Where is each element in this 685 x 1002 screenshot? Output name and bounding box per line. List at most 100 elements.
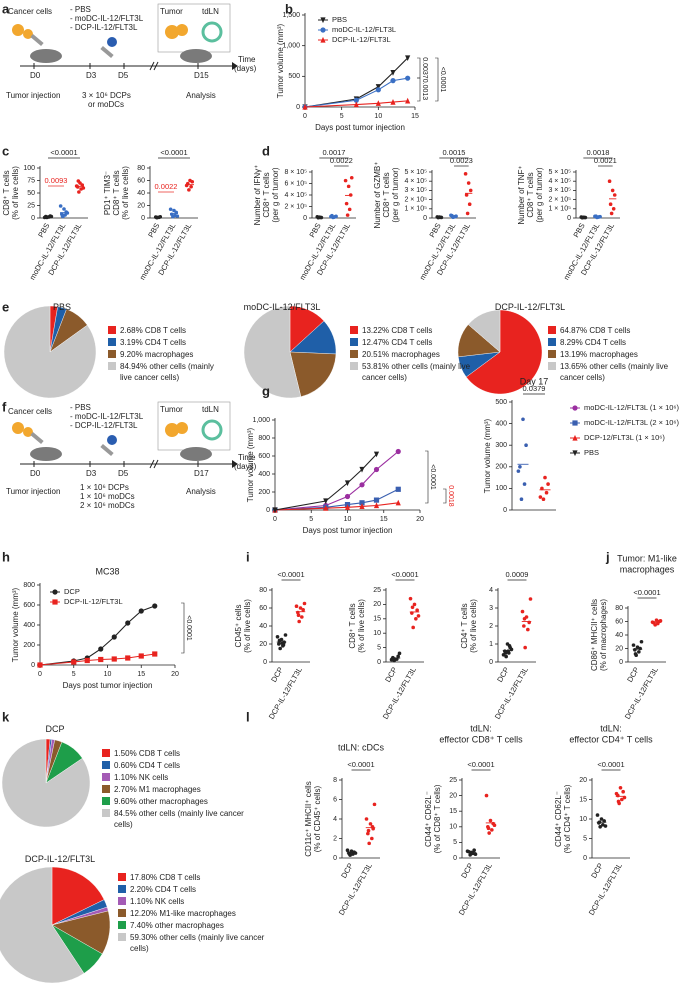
x-tick-label: 5 [340,113,344,120]
legend-label: moDC-IL-12/FLT3L (1 × 10⁶) [584,403,679,412]
legend-value: 84.94% [120,362,148,371]
data-point [490,828,494,832]
pie-slice [0,866,85,984]
p-value: 0.0018 [587,148,610,157]
data-point [344,480,351,487]
legend-swatch [118,897,126,905]
data-point [621,789,625,794]
data-point [168,207,173,212]
p-value: 0.0093 [45,176,68,185]
schematic-label: Tumor injection [6,487,60,496]
schematic-label: Time [238,55,256,64]
y-tick-label: 100 [23,165,35,172]
data-point [349,849,354,853]
data-point [410,605,415,610]
y-tick-label: 3 [489,605,493,612]
data-point [544,490,549,495]
legend-marker [320,36,326,43]
schematic-label: tdLN [202,405,219,414]
data-point [397,651,402,656]
data-point [484,793,489,798]
data-point [189,184,193,189]
legend-label: other cells (mainly live cancer cells) [362,362,471,382]
x-tick-label: DCP [269,665,285,683]
data-point [169,212,174,217]
schematic-label: - DCP-IL-12/FLT3L [70,421,138,430]
y-tick-label: 50 [27,190,35,197]
legend-entry: 13.19% macrophages [548,349,683,360]
x-tick-label: 10 [104,671,112,678]
schematic-label: Tumor [160,7,183,16]
y-tick-label: 400 [258,471,270,478]
data-point [37,662,43,668]
timeline-break [149,459,155,469]
data-point [347,207,352,212]
chart-title: effector CD8⁺ T cells [439,734,523,744]
panel-label: f [2,399,7,414]
p-value: 0.0379 [523,384,546,393]
legend-label: PBS [584,448,599,457]
legend-label: other macrophages [154,921,224,930]
legend-entry: 3.19% CD4 T cells [108,337,226,348]
y-tick-label: 6 × 10⁵ [284,180,307,187]
data-point [298,606,303,610]
legend-text: 53.81% other cells (mainly live cancer c… [362,361,472,383]
p-value: <0.0001 [391,570,418,579]
data-point [375,87,381,93]
data-point [368,822,373,826]
data-point [375,100,381,106]
p-value: <0.0001 [50,148,77,157]
legend-text: 3.19% CD4 T cells [120,337,186,348]
legend-entry: 1.10% NK cells [118,896,278,907]
chart-title: Day 17 [520,376,549,386]
legend-entry: 13.22% CD8 T cells [350,325,472,336]
data-point [472,848,476,852]
legend-entry: 17.80% CD8 T cells [118,872,278,883]
data-point [344,504,351,510]
x-axis-label: Days post tumor injection [315,123,405,132]
legend-marker [52,589,58,595]
legend-label: CD4 T cells [391,338,433,347]
y-tick-label: 800 [23,582,35,589]
x-tick-label: PBS [36,221,51,239]
legend: 17.80% CD8 T cells 2.20% CD4 T cells 1.10%… [118,872,278,955]
data-point [302,601,307,606]
y-tick-label: 0 [583,855,587,862]
cancer-cell [23,427,33,437]
cancer-cell [23,29,33,39]
schematic-label: Cancer cells [8,407,52,416]
y-tick-label: 200 [258,489,270,496]
p-value: 0.0022 [155,182,178,191]
y-tick-label: 5 [583,835,587,842]
data-point [372,802,377,807]
data-point [546,482,550,486]
dc-cell [107,435,117,445]
legend-label: NK cells [154,897,185,906]
data-point [76,179,81,183]
data-point [526,627,530,632]
data-point [603,824,608,828]
y-tick-label: 20 [373,601,381,608]
data-point [405,97,411,104]
chart-title: macrophages [620,564,675,574]
legend-label: M1-like macrophages [159,909,236,918]
data-point [610,188,615,193]
schematic-label: or moDCs [88,100,124,109]
y-tick-label: 1 × 10⁵ [404,206,427,213]
significance-bracket [181,602,185,654]
data-point [390,78,396,84]
legend-text: 20.51% macrophages [362,349,440,360]
mouse [30,447,62,461]
data-point [463,172,468,176]
p-value: <0.0001 [597,760,624,769]
legend-text: 84.94% other cells (mainly live cancer c… [120,361,226,383]
legend-label: CD8 T cells [391,326,433,335]
data-point [405,75,411,81]
x-tick-label: DCP [339,861,355,879]
y-tick-label: 10 [373,630,381,637]
p-value: <0.0001 [347,760,374,769]
data-point [611,207,616,211]
y-tick-label: 0 [31,215,35,222]
y-tick-label: 1 [489,641,493,648]
